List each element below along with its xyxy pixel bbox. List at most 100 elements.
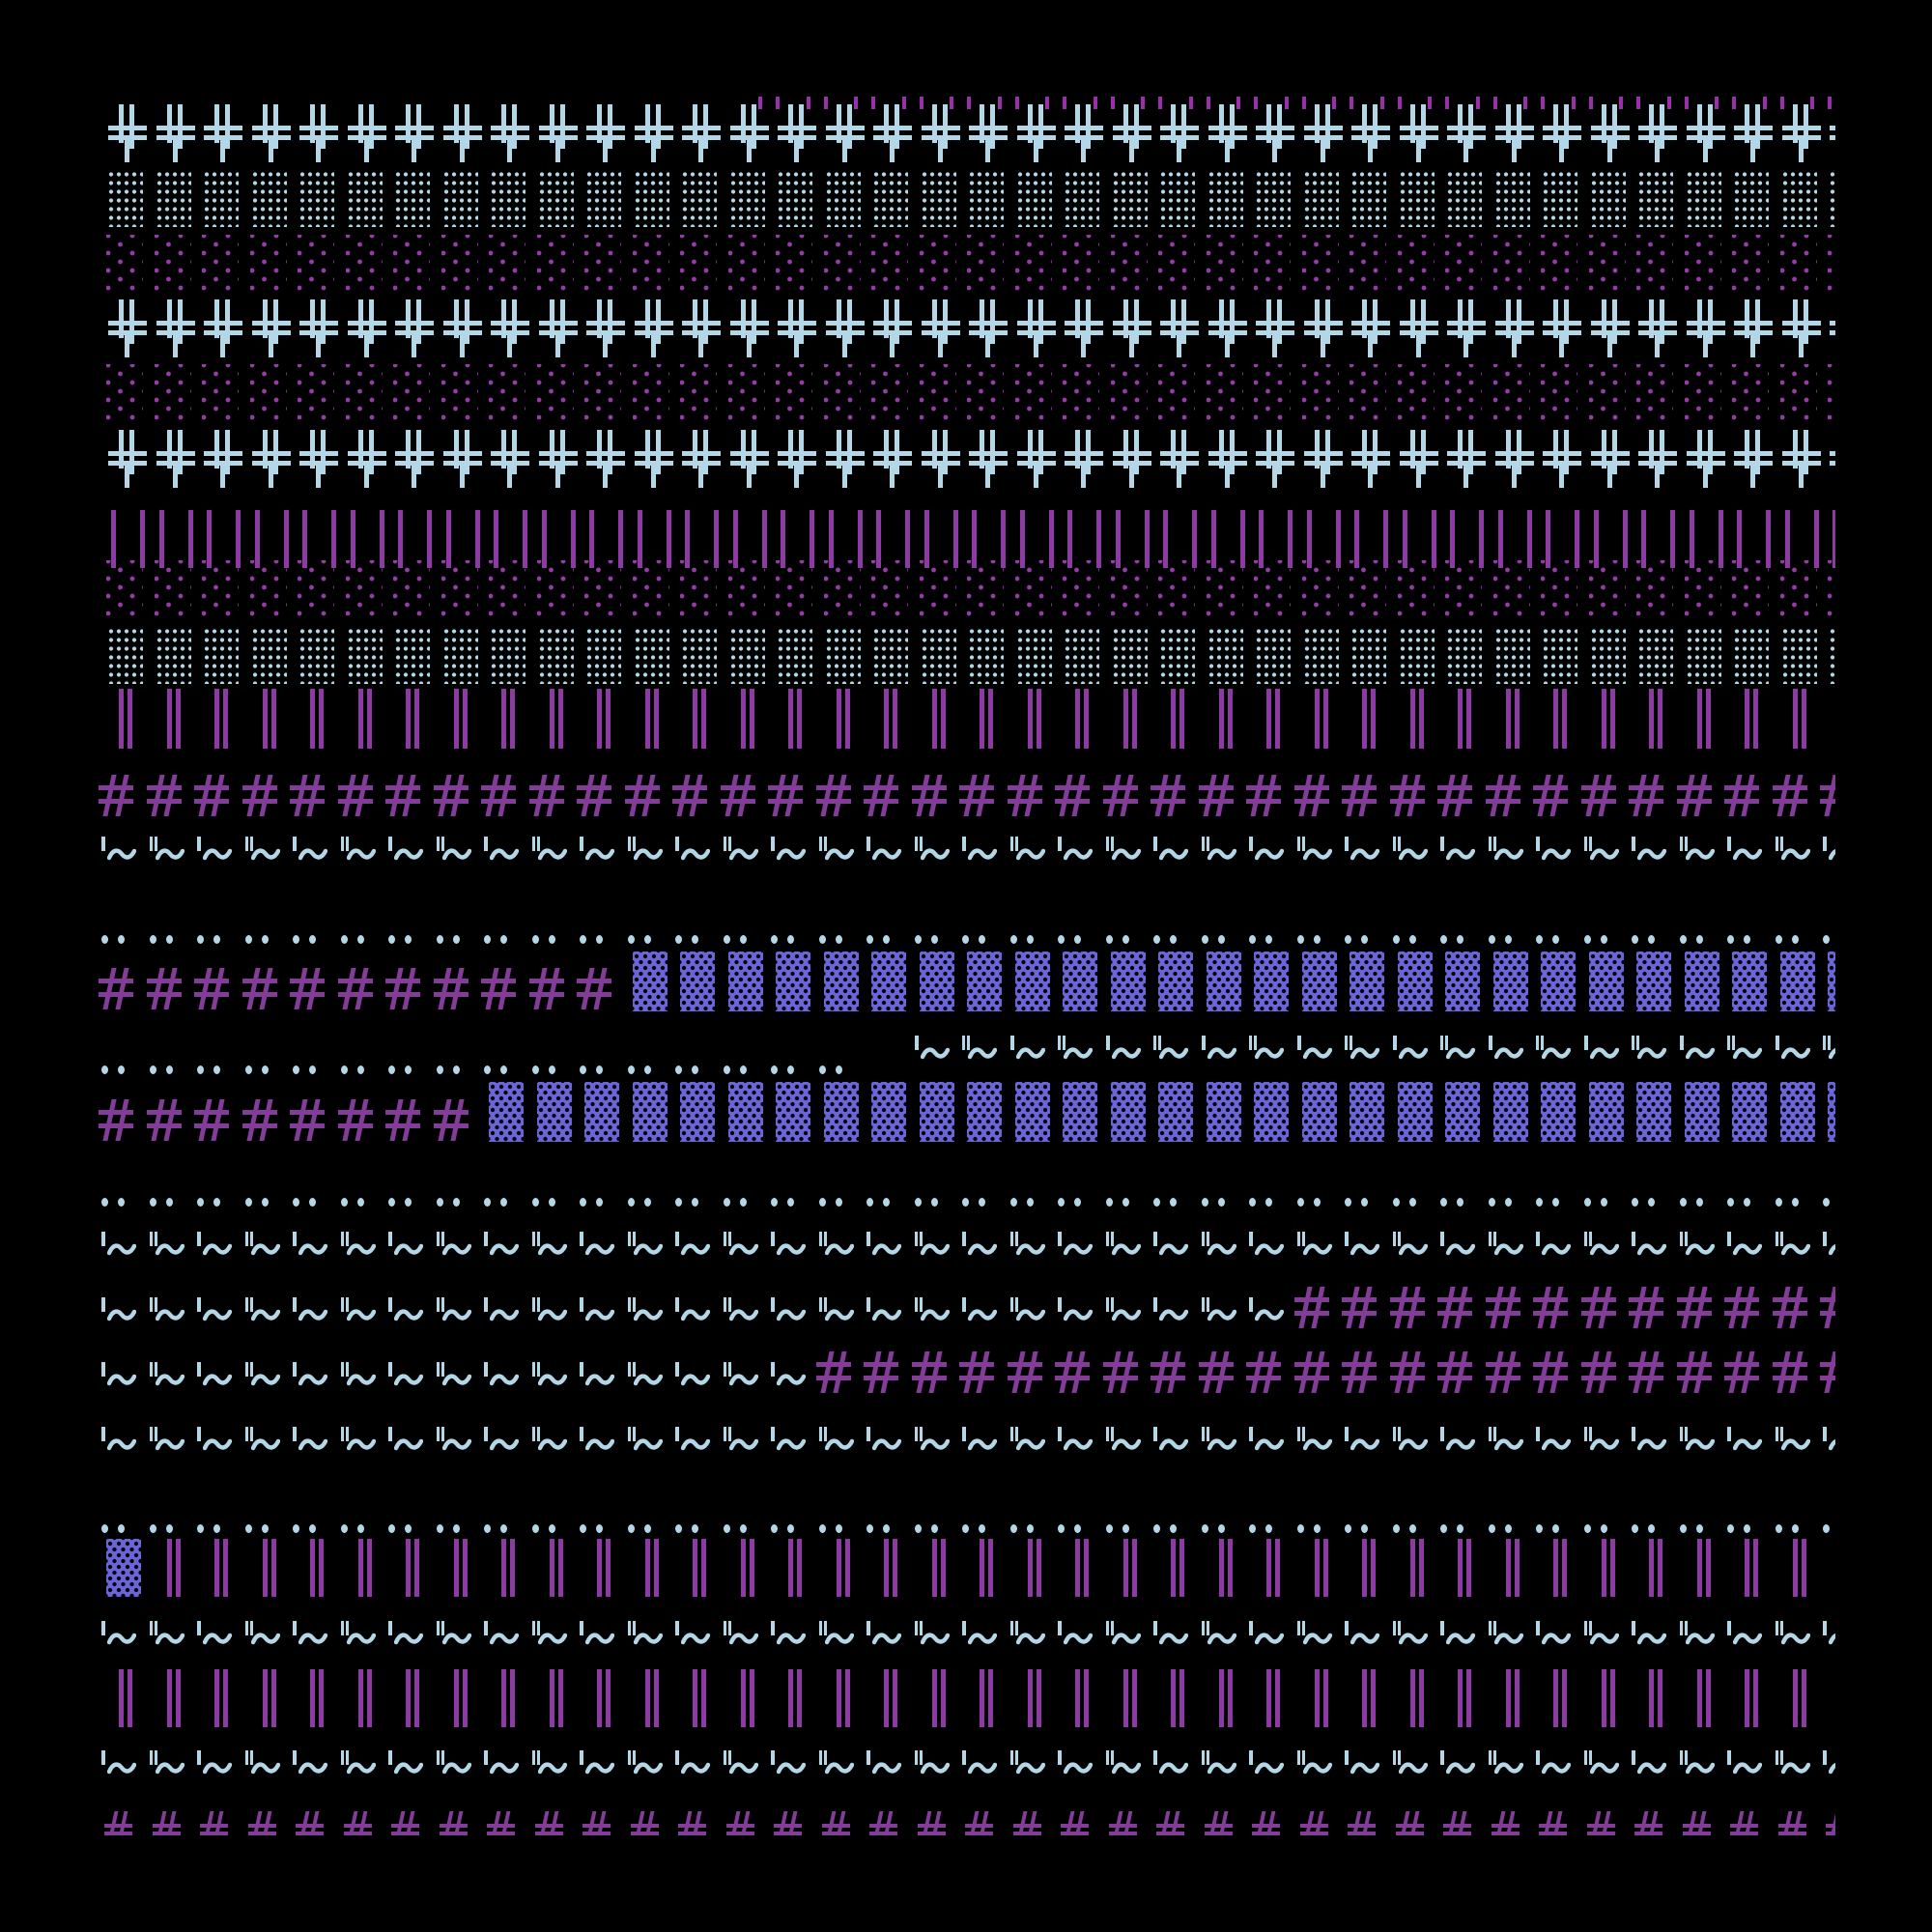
hash-glyph [815,1351,851,1393]
shade-block-indigo [1684,1082,1719,1142]
single-quote-mark [675,837,679,851]
double-quote-mark [149,1750,157,1765]
bar-stroke [1776,1287,1791,1328]
bar-stroke [832,775,847,816]
small-hash-glyph [439,1811,468,1836]
dot-mark [261,935,269,944]
shade-block-indigo [823,952,859,1011]
dot-mark [1170,935,1177,944]
bar-stroke [501,1811,511,1833]
double-quote-mark [1583,1232,1592,1246]
bar-stroke [427,510,432,568]
double-cross-glyph [634,104,673,162]
dot-mark [261,1524,269,1533]
bar-stroke [1075,299,1080,338]
bar-stroke [1494,126,1534,130]
tilde-mark [1064,1633,1093,1645]
tilde-mark [777,1762,806,1775]
bar-stroke [1734,451,1773,456]
double-quote-mark [1392,837,1401,851]
bar-stroke [1688,1811,1696,1833]
bar-stroke [1702,140,1708,162]
shade-block-blue [1254,169,1291,227]
double-quote-mark [627,837,636,851]
bar-stroke [1649,1539,1654,1597]
bar-stroke [1792,1539,1798,1597]
bar-stroke [507,466,512,488]
bar-stroke [251,321,291,326]
tilde-mark [203,1243,232,1256]
bar-stroke [1171,430,1176,469]
single-quote-mark [580,1362,583,1377]
dot-mark [118,1198,125,1207]
shade-block-purple [440,560,478,618]
bar-stroke [99,799,133,804]
bar-stroke [784,775,799,816]
shade-block-indigo [1158,952,1193,1011]
bar-stroke [1112,135,1151,140]
bar-stroke [1219,1811,1228,1833]
hash-glyph [1533,775,1568,816]
hash-glyph [1437,1287,1472,1328]
hash-glyph [1676,775,1712,816]
bar-stroke [1119,1351,1134,1393]
bar-stroke [1202,1351,1217,1393]
bar-stroke [1638,321,1677,326]
dot-mark [101,1065,108,1074]
double-quote-mark [531,1362,540,1377]
tilde-mark [1159,1309,1188,1321]
double-cross-glyph [1830,430,1835,488]
double-cross-glyph [491,299,529,357]
bar-stroke [262,1539,268,1597]
bar-stroke [1586,1824,1615,1828]
bar-stroke [1824,1287,1835,1328]
bar-stroke [204,330,242,335]
bar-stroke [1063,97,1066,109]
bar-stroke [1680,1351,1695,1393]
hash-glyph [577,775,611,816]
bar-stroke [1638,461,1677,466]
bar-stroke [740,689,746,749]
double-cross-glyph [1543,430,1581,488]
shade-block-purple [1445,560,1482,618]
double-quote-mark [1679,837,1688,851]
hash-glyph [1055,1351,1090,1393]
dot-mark [1648,1524,1655,1533]
bar-stroke [729,461,769,466]
double-quote-mark [723,837,731,851]
double-cross-glyph [1399,299,1438,357]
double-quote-mark [1153,1036,1161,1050]
double-cross-glyph [491,104,529,162]
bar-stroke [1724,1311,1759,1316]
single-quote-mark [1632,1427,1635,1441]
shade-block-blue [249,169,287,227]
bar-stroke [1352,1811,1362,1833]
bar-stroke [582,1824,611,1828]
bar-stroke [1788,775,1804,816]
bar-stroke [969,126,1008,130]
hash-glyph [242,775,277,816]
tilde-mark [1111,1633,1141,1645]
shade-block-blue [393,626,430,684]
bar-stroke [1437,1297,1472,1302]
bar-stroke [676,775,691,816]
bar-stroke [1798,466,1804,488]
bar-stroke [152,1824,181,1828]
bar-stroke [630,1832,659,1835]
shade-block-purple [1397,364,1435,422]
bar-stroke [251,461,291,466]
bar-stroke [1177,140,1181,162]
double-cross-glyph [1638,430,1677,488]
single-quote-mark [1632,1750,1635,1765]
bar-stroke [1358,775,1373,816]
bar-stroke [937,335,943,357]
bar-stroke [1494,330,1534,335]
bar-stroke [1227,689,1233,749]
tilde-mark [633,1633,663,1645]
bar-stroke [1314,430,1320,469]
single-quote-mark [1058,837,1062,851]
bar-stroke [262,430,268,469]
tilde-mark [1350,1243,1379,1256]
hash-glyph [146,968,182,1009]
bar-stroke [778,321,816,326]
